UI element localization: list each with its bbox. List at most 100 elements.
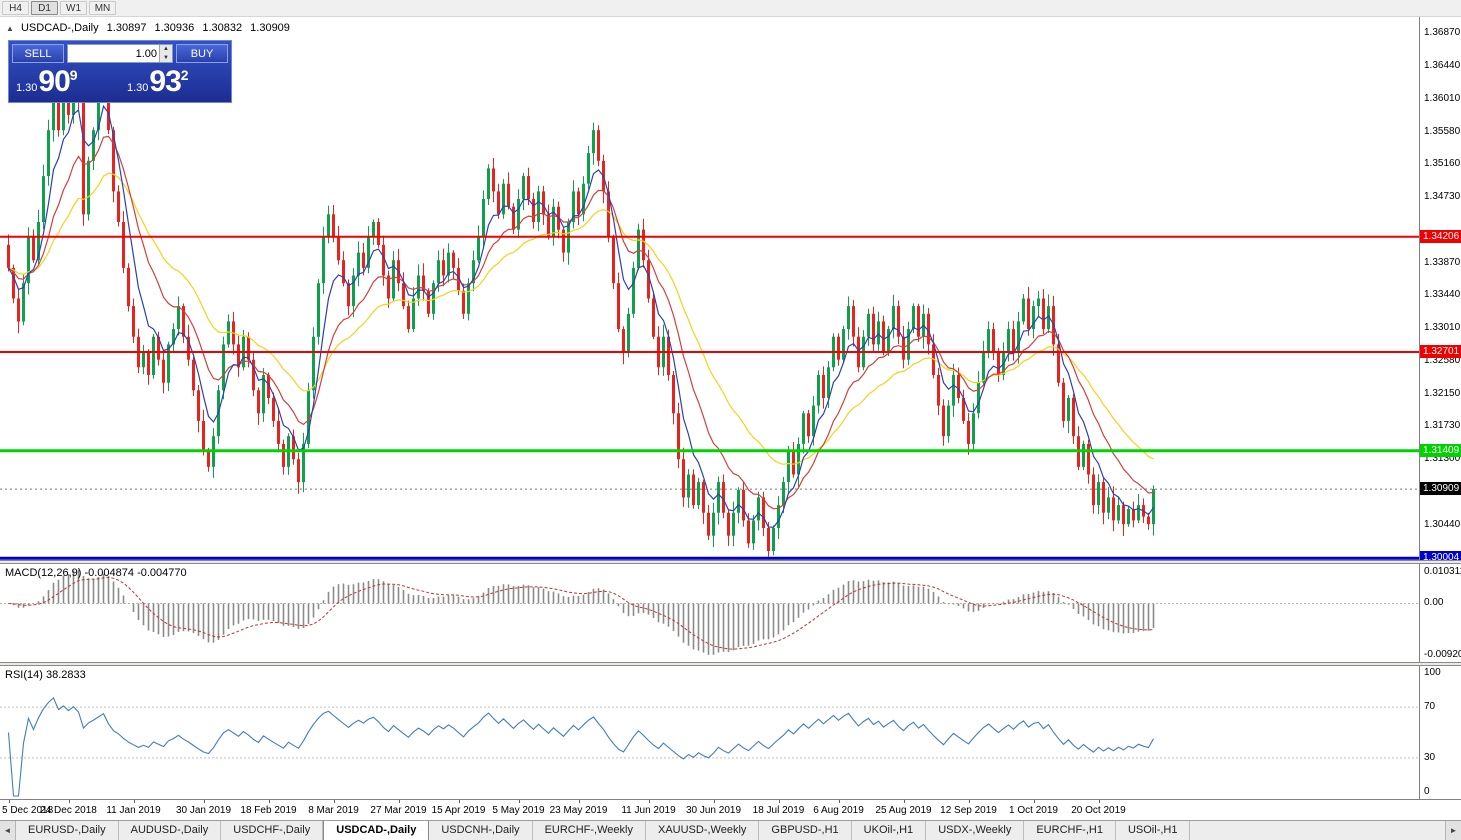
date-tick (203, 800, 205, 803)
chart-tab-gbpusd[interactable]: GBPUSD-,H1 (759, 821, 852, 840)
trade-panel-collapse-icon[interactable]: ▲ (6, 24, 14, 33)
sell-price-base: 1.30 (16, 82, 38, 94)
price-level-badge: 1.32701 (1420, 344, 1461, 358)
price-tick-label: 1.36870 (1424, 26, 1461, 38)
chart-tab-usdcnh[interactable]: USDCNH-,Daily (429, 821, 533, 840)
rsi-axis-label: 0 (1424, 786, 1430, 797)
date-axis[interactable]: 5 Dec 2018 24 Dec 2018 11 Jan 2019 30 Jan 2… (0, 799, 1461, 820)
date-label: 30 Jun 2019 (685, 805, 742, 816)
buy-price-display[interactable]: 1.30 93 2 (123, 65, 228, 99)
macd-chart[interactable] (0, 564, 1461, 662)
price-tick-label: 1.32150 (1424, 388, 1461, 400)
macd-axis-label: -0.009203 (1424, 649, 1461, 660)
rsi-axis-label: 30 (1424, 751, 1436, 763)
rsi-axis-label: 100 (1424, 667, 1441, 678)
tabs-scroll-left-icon[interactable]: ◄ (0, 821, 16, 840)
timeframe-button-h4[interactable]: H4 (2, 1, 29, 15)
chart-tab-audusd[interactable]: AUDUSD-,Daily (119, 821, 222, 840)
date-label: 8 Mar 2019 (308, 805, 359, 816)
price-tick-label: 1.33440 (1424, 289, 1461, 301)
date-tick (1098, 800, 1100, 803)
info-symbol: USDCAD-,Daily (20, 22, 99, 34)
pane-divider[interactable] (0, 560, 1461, 564)
buy-price-big: 93 (149, 65, 181, 98)
price-tick-label: 1.32580 (1424, 355, 1461, 367)
date-label: 11 Jun 2019 (621, 805, 676, 816)
date-tick (8, 800, 10, 803)
date-label: 12 Sep 2019 (940, 805, 997, 816)
main-price-chart-pane[interactable]: ▲ USDCAD-,Daily 1.30897 1.30936 1.30832 … (0, 17, 1461, 560)
date-label: 18 Jul 2019 (752, 805, 805, 816)
price-tick-label: 1.30440 (1424, 518, 1461, 530)
date-tick (518, 800, 520, 803)
date-tick (133, 800, 135, 803)
rsi-chart[interactable] (0, 666, 1461, 799)
price-tick-label: 1.33870 (1424, 256, 1461, 268)
rsi-indicator-pane[interactable]: RSI(14) 38.2833 100 70 30 0 (0, 666, 1461, 799)
date-label: 1 Oct 2019 (1009, 805, 1058, 816)
info-high: 1.30936 (154, 22, 195, 34)
price-tick-label: 1.31730 (1424, 420, 1461, 432)
timeframe-button-w1[interactable]: W1 (60, 1, 87, 15)
timeframe-button-mn[interactable]: MN (89, 1, 116, 15)
price-level-badge: 1.34206 (1420, 229, 1461, 243)
date-label: 15 Apr 2019 (431, 805, 486, 816)
buy-price-superscript: 2 (180, 67, 189, 83)
info-close: 1.30909 (250, 22, 290, 34)
info-low: 1.30832 (202, 22, 243, 34)
price-level-badge: 1.30004 (1420, 551, 1461, 560)
price-tick-label: 1.33010 (1424, 322, 1461, 334)
date-tick (648, 800, 650, 803)
chart-tab-usdcad[interactable]: USDCAD-,Daily (323, 821, 430, 840)
macd-indicator-pane[interactable]: MACD(12,26,9) -0.004874 -0.004770 0.0103… (0, 564, 1461, 662)
volume-stepper[interactable]: 1.00 ▲ ▼ (67, 44, 173, 63)
timeframe-toolbar: H4 D1 W1 MN (0, 0, 1461, 17)
date-label: 24 Dec 2018 (40, 805, 97, 816)
date-label: 5 Dec 2018 (2, 805, 54, 816)
price-tick-label: 1.31300 (1424, 453, 1461, 465)
chart-tab-usoil[interactable]: USOil-,H1 (1116, 821, 1191, 840)
volume-decrease-button[interactable]: ▼ (163, 54, 169, 61)
sell-price-display[interactable]: 1.30 90 9 (12, 65, 117, 99)
price-tick-label: 1.35580 (1424, 125, 1461, 137)
timeframe-button-d1[interactable]: D1 (31, 1, 58, 15)
buy-price-base: 1.30 (127, 82, 149, 94)
date-label: 20 Oct 2019 (1071, 805, 1126, 816)
volume-increase-button[interactable]: ▲ (163, 46, 169, 52)
chart-tab-usdx[interactable]: USDX-,Weekly (926, 821, 1025, 840)
chart-tab-eurchf[interactable]: EURCHF-,Weekly (533, 821, 646, 840)
chart-tab-eurchf[interactable]: EURCHF-,H1 (1024, 821, 1116, 840)
date-tick (968, 800, 970, 803)
chart-tab-eurusd[interactable]: EURUSD-,Daily (16, 821, 119, 840)
price-level-badge: 1.31409 (1420, 443, 1461, 457)
info-open: 1.30897 (106, 22, 147, 34)
price-level-badge: 1.30909 (1420, 482, 1461, 496)
date-label: 18 Feb 2019 (240, 805, 297, 816)
macd-label: MACD(12,26,9) -0.004874 -0.004770 (5, 567, 187, 579)
date-tick (1033, 800, 1035, 803)
buy-button[interactable]: BUY (176, 44, 228, 63)
sell-price-big: 90 (38, 65, 70, 98)
sell-button[interactable]: SELL (12, 44, 64, 63)
date-label: 27 Mar 2019 (370, 805, 427, 816)
macd-axis-label: 0.010311 (1424, 566, 1461, 577)
price-tick-label: 1.35160 (1424, 157, 1461, 169)
chart-tab-xauusd[interactable]: XAUUSD-,Weekly (646, 821, 760, 840)
date-tick (778, 800, 780, 803)
date-tick (268, 800, 270, 803)
chart-tab-usdchf[interactable]: USDCHF-,Daily (221, 821, 324, 840)
volume-value[interactable]: 1.00 (135, 47, 157, 60)
date-tick (458, 800, 460, 803)
date-tick (333, 800, 335, 803)
price-tick-label: 1.36440 (1424, 59, 1461, 71)
candlestick-chart[interactable] (0, 17, 1461, 560)
pane-divider[interactable] (0, 662, 1461, 666)
date-tick (713, 800, 715, 803)
tabs-scroll-right-icon[interactable]: ► (1445, 821, 1461, 840)
date-tick (578, 800, 580, 803)
date-tick (398, 800, 400, 803)
chart-tab-ukoil[interactable]: UKOil-,H1 (852, 821, 927, 840)
date-label: 11 Jan 2019 (106, 805, 161, 816)
chart-ohlc-info: ▲ USDCAD-,Daily 1.30897 1.30936 1.30832 … (6, 22, 295, 34)
